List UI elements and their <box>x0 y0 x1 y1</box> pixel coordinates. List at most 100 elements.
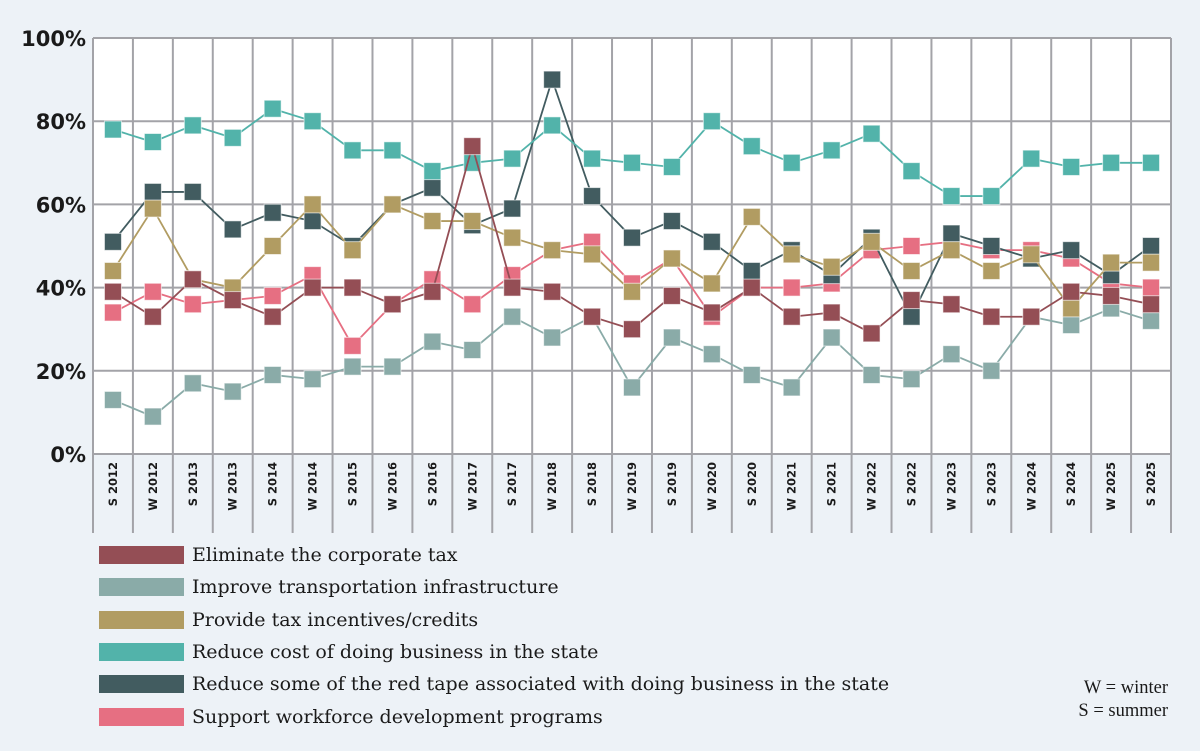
data-point <box>942 187 961 206</box>
data-point <box>942 224 961 243</box>
data-point <box>702 274 721 293</box>
data-point <box>143 282 162 301</box>
data-point <box>702 303 721 322</box>
data-point <box>343 357 362 376</box>
data-point <box>503 307 522 326</box>
data-point <box>982 187 1001 206</box>
data-point <box>942 295 961 314</box>
data-point <box>263 286 282 305</box>
data-point <box>383 195 402 214</box>
data-point <box>423 212 442 231</box>
data-point <box>303 370 322 389</box>
x-tick-label: S 2022 <box>904 462 918 506</box>
x-tick-label: W 2022 <box>865 462 879 511</box>
x-tick-label: S 2019 <box>665 462 679 506</box>
data-point <box>782 153 801 172</box>
data-point <box>982 261 1001 280</box>
data-point <box>143 182 162 201</box>
data-point <box>343 278 362 297</box>
data-point <box>1142 311 1161 330</box>
series-3 <box>103 99 1161 206</box>
data-point <box>1062 157 1081 176</box>
x-tick-label: S 2023 <box>984 462 998 506</box>
data-point <box>782 307 801 326</box>
series-layer <box>103 70 1161 426</box>
data-point <box>1062 241 1081 260</box>
data-point <box>343 336 362 355</box>
data-point <box>623 320 641 339</box>
data-point <box>1102 153 1121 172</box>
legend-item: Eliminate the corporate tax <box>99 539 889 571</box>
x-tick-label: W 2023 <box>944 462 958 511</box>
legend-label: Provide tax incentives/credits <box>192 608 479 631</box>
data-point <box>263 365 282 384</box>
data-point <box>463 212 482 231</box>
data-point <box>822 257 841 276</box>
data-point <box>782 245 801 264</box>
x-tick-label: S 2013 <box>186 462 200 506</box>
legend-label: Eliminate the corporate tax <box>192 544 458 567</box>
x-tick-label: S 2014 <box>266 462 280 506</box>
legend-swatch <box>99 546 184 565</box>
y-axis-ticks: 0% 20% 40% 60% 80% 100% <box>21 27 86 467</box>
data-point <box>223 128 242 147</box>
legend-swatch <box>99 707 184 726</box>
y-tick-label: 0% <box>50 443 86 467</box>
data-point <box>183 116 202 135</box>
x-tick-label: W 2021 <box>785 462 799 511</box>
data-point <box>583 187 602 206</box>
data-point <box>1142 278 1161 297</box>
data-point <box>902 291 921 310</box>
data-point <box>463 137 482 156</box>
data-point <box>662 328 681 347</box>
y-tick-label: 60% <box>36 193 86 217</box>
data-point <box>1022 149 1041 168</box>
data-point <box>662 212 681 231</box>
data-point <box>862 324 881 343</box>
data-point <box>223 291 242 310</box>
x-tick-label: W 2013 <box>226 462 240 511</box>
data-point <box>1142 153 1161 172</box>
data-point <box>1102 286 1121 305</box>
data-point <box>103 120 122 139</box>
data-point <box>1142 253 1161 272</box>
x-tick-label: W 2017 <box>465 462 479 511</box>
data-point <box>263 237 282 255</box>
data-point <box>902 261 921 280</box>
data-point <box>303 212 322 231</box>
data-point <box>183 270 202 289</box>
legend-swatch <box>99 578 184 597</box>
data-point <box>623 228 641 247</box>
data-point <box>143 407 162 426</box>
data-point <box>822 303 841 322</box>
data-point <box>702 112 721 131</box>
data-point <box>343 141 362 160</box>
data-point <box>423 178 442 197</box>
data-point <box>1142 237 1161 255</box>
data-point <box>263 99 282 118</box>
data-point <box>982 237 1001 255</box>
data-point <box>942 241 961 260</box>
data-point <box>303 278 322 297</box>
data-point <box>1022 307 1041 326</box>
data-point <box>822 141 841 160</box>
data-point <box>822 328 841 347</box>
data-point <box>902 162 921 181</box>
x-tick-label: W 2024 <box>1024 462 1038 511</box>
data-point <box>303 112 322 131</box>
data-point <box>183 295 202 314</box>
data-point <box>183 182 202 201</box>
x-tick-label: S 2025 <box>1144 462 1158 506</box>
x-tick-label: W 2019 <box>625 462 639 511</box>
data-point <box>383 357 402 376</box>
data-point <box>902 370 921 389</box>
data-point <box>702 345 721 364</box>
data-point <box>263 307 282 326</box>
data-point <box>503 278 522 297</box>
data-point <box>423 332 442 351</box>
data-point <box>103 390 122 409</box>
data-point <box>543 241 562 260</box>
data-point <box>742 365 761 384</box>
data-point <box>183 374 202 393</box>
